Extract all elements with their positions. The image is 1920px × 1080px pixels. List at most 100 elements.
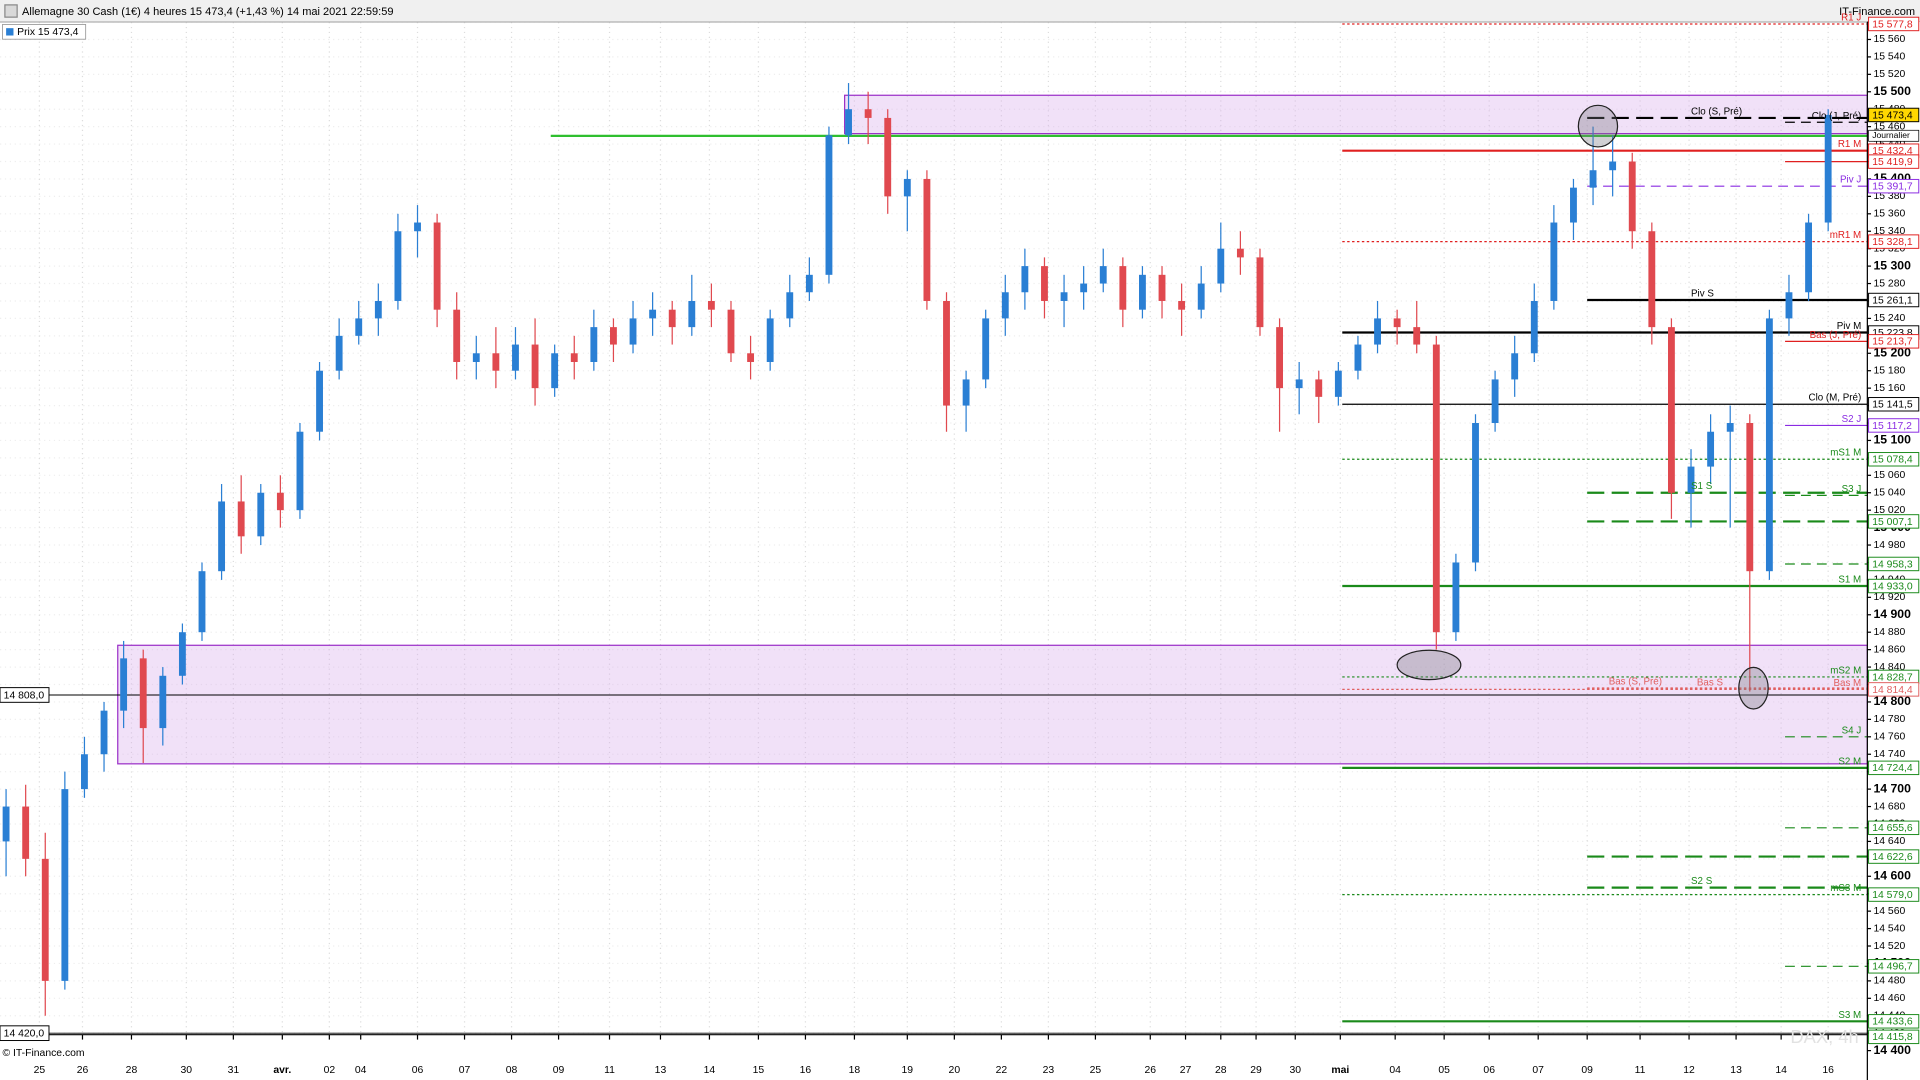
candle-body bbox=[629, 318, 637, 345]
last-price-label: 15 473,4 bbox=[1872, 110, 1913, 121]
candle-body bbox=[1432, 344, 1440, 633]
level-label-box bbox=[1868, 959, 1920, 974]
x-tick-label: 06 bbox=[1483, 1065, 1495, 1076]
level-label-box bbox=[1868, 820, 1920, 836]
level-label-box bbox=[1868, 452, 1920, 467]
candle-body bbox=[1472, 423, 1479, 563]
plot-layer bbox=[0, 21, 1868, 1038]
level-name: mS3 M bbox=[1830, 883, 1861, 894]
candle-body bbox=[1021, 266, 1029, 293]
candle-body bbox=[2, 806, 10, 842]
candle-body bbox=[198, 571, 206, 633]
footer: © IT-Finance.com bbox=[2, 1048, 84, 1059]
candle-body bbox=[1295, 379, 1303, 389]
candle-body bbox=[1276, 327, 1284, 389]
level-label: 15 078,4 bbox=[1872, 455, 1913, 466]
x-tick-label: 25 bbox=[1090, 1065, 1102, 1076]
legend-label: Prix 15 473,4 bbox=[17, 27, 78, 38]
y-tick-label: 14 560 bbox=[1873, 906, 1905, 917]
y-tick-label: 14 980 bbox=[1873, 540, 1905, 551]
level-name: mS1 M bbox=[1830, 448, 1861, 459]
level-name: S2 S bbox=[1691, 876, 1713, 887]
reference-box bbox=[0, 687, 50, 703]
level-label: 15 391,7 bbox=[1872, 182, 1913, 193]
x-tick-label: 27 bbox=[1180, 1065, 1192, 1076]
candle-body bbox=[159, 675, 167, 729]
x-tick-label: 06 bbox=[412, 1065, 424, 1076]
legend-box bbox=[2, 24, 87, 40]
candle-body bbox=[786, 292, 794, 319]
x-tick-label: 08 bbox=[506, 1065, 518, 1076]
level-name: Bas M bbox=[1833, 678, 1861, 689]
candle-body bbox=[943, 300, 950, 406]
candle-body bbox=[472, 353, 480, 362]
level-name: Piv J bbox=[1840, 175, 1861, 186]
candle-body bbox=[276, 492, 284, 511]
y-tick-label: 15 100 bbox=[1873, 433, 1911, 447]
x-tick-label: 02 bbox=[324, 1065, 336, 1076]
candle-body bbox=[1452, 562, 1460, 633]
candle-body bbox=[688, 300, 696, 328]
candle-body bbox=[1041, 266, 1048, 301]
level-label: 14 958,3 bbox=[1872, 559, 1913, 570]
watermark: DAX, 4h bbox=[1790, 1026, 1858, 1047]
candle-body bbox=[81, 754, 88, 790]
zone bbox=[117, 644, 1868, 765]
highlight-circle bbox=[1577, 104, 1619, 148]
level-label-box bbox=[1868, 849, 1920, 864]
period-label: Journalier bbox=[1872, 130, 1910, 140]
candle-body bbox=[414, 222, 421, 232]
candle-body bbox=[237, 501, 245, 537]
y-tick-label: 15 160 bbox=[1873, 383, 1905, 394]
level-label: 14 655,6 bbox=[1872, 823, 1913, 834]
candle-body bbox=[1550, 222, 1558, 301]
candle-body bbox=[433, 222, 441, 310]
level-name: Piv S bbox=[1691, 288, 1714, 299]
level-name: Clo (J, Pré) bbox=[1812, 111, 1861, 122]
level-name: Clo (M, Pré) bbox=[1809, 393, 1862, 404]
candle-body bbox=[296, 431, 304, 511]
x-tick-label: 28 bbox=[126, 1065, 138, 1076]
level-label: 15 007,1 bbox=[1872, 517, 1913, 528]
level-label-box bbox=[1868, 234, 1920, 249]
y-tick-label: 15 300 bbox=[1873, 258, 1911, 272]
candle-body bbox=[1197, 283, 1205, 310]
candle-body bbox=[551, 353, 559, 389]
level-label-box bbox=[1868, 334, 1920, 349]
x-tick-label: 26 bbox=[77, 1065, 89, 1076]
level-name: S2 M bbox=[1838, 756, 1861, 767]
date-axis bbox=[0, 1034, 1868, 1080]
menu-icon[interactable] bbox=[4, 4, 18, 18]
level-name: mS2 M bbox=[1830, 665, 1861, 676]
y-tick-label: 14 880 bbox=[1873, 627, 1905, 638]
x-tick-label: 13 bbox=[655, 1065, 667, 1076]
candle-body bbox=[1217, 248, 1225, 284]
level-label: 15 328,1 bbox=[1872, 237, 1913, 248]
candle-body bbox=[590, 327, 598, 362]
level-name: R1 J bbox=[1841, 12, 1861, 23]
candle-body bbox=[1824, 114, 1832, 223]
candle-body bbox=[923, 178, 931, 301]
candle-body bbox=[903, 178, 911, 197]
highlight-circle bbox=[1396, 649, 1462, 681]
candle-body bbox=[570, 353, 578, 362]
candle-body bbox=[1707, 431, 1715, 467]
candle-body bbox=[1628, 161, 1636, 232]
level-label: 14 814,4 bbox=[1872, 685, 1913, 696]
y-tick-label: 14 780 bbox=[1873, 714, 1905, 725]
candle-body bbox=[1589, 170, 1597, 188]
candle-body bbox=[1511, 353, 1519, 380]
y-tick-label: 14 400 bbox=[1873, 1043, 1911, 1057]
candle-body bbox=[1648, 231, 1656, 328]
candle-body bbox=[22, 806, 30, 859]
candle-body bbox=[1158, 274, 1166, 301]
candle-body bbox=[1060, 292, 1068, 301]
candle-body bbox=[1256, 257, 1264, 328]
candle-body bbox=[1139, 274, 1146, 310]
y-tick-label: 14 800 bbox=[1873, 694, 1911, 708]
candle-body bbox=[316, 370, 323, 432]
candle-body bbox=[1785, 292, 1793, 319]
x-tick-label: 04 bbox=[355, 1065, 367, 1076]
